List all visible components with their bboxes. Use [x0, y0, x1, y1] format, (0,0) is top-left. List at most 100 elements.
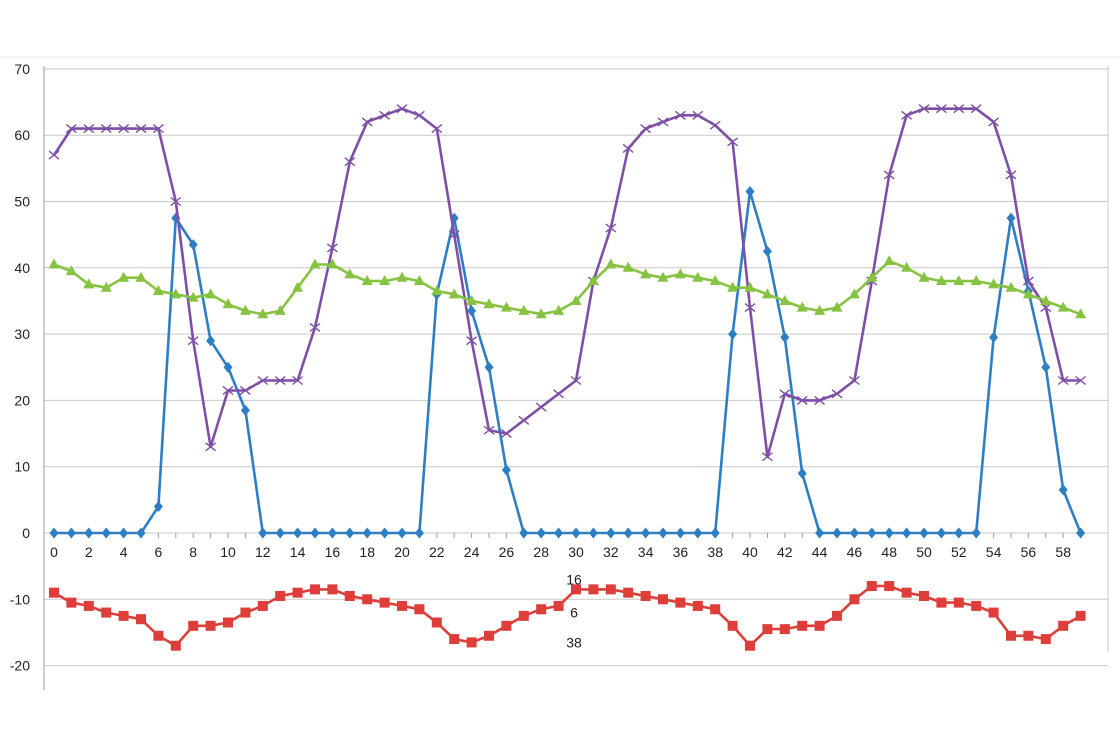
- series-3-point-37: [692, 600, 703, 611]
- series-2-point-14: [292, 281, 304, 292]
- series-0-point-34: [641, 527, 651, 539]
- series-3-point-2: [83, 600, 94, 611]
- series-1-point-58: [1057, 375, 1069, 386]
- x-tick-label-20: 40: [742, 544, 758, 560]
- x-tick-label-13: 26: [499, 544, 515, 560]
- series-2-point-46: [848, 288, 860, 299]
- series-2-point-36: [674, 268, 686, 279]
- series-3-point-33: [623, 587, 634, 598]
- series-3-point-44: [814, 620, 825, 631]
- series-3-point-39: [727, 620, 738, 631]
- series-0-point-38: [710, 527, 720, 539]
- y-tick-label-1: -10: [10, 591, 30, 607]
- series-0-point-43: [797, 467, 807, 479]
- series-3-point-41: [762, 624, 773, 635]
- x-tick-label-6: 12: [255, 544, 271, 560]
- series-0-point-50: [919, 527, 929, 539]
- series-2-point-40: [744, 281, 756, 292]
- series-3-point-11: [240, 607, 251, 618]
- series-3-point-35: [658, 594, 668, 605]
- series-1-point-37: [692, 110, 704, 120]
- series-1-point-20: [396, 104, 408, 114]
- series-3-point-19: [379, 597, 390, 608]
- y-tick-label-2: 0: [22, 525, 30, 541]
- x-tick-label-23: 46: [847, 544, 863, 560]
- series-2-point-42: [779, 294, 791, 305]
- series-1-point-21: [413, 110, 425, 120]
- x-tick-label-10: 20: [394, 544, 410, 560]
- series-1-point-38: [709, 120, 721, 130]
- series-2-point-50: [918, 271, 930, 282]
- series-3-point-36: [675, 597, 686, 608]
- series-1-point-39: [727, 137, 739, 147]
- x-tick-label-15: 30: [568, 544, 584, 560]
- series-3-point-58: [1058, 620, 1069, 631]
- series-3-point-50: [919, 590, 929, 601]
- series-1-point-2: [83, 124, 95, 134]
- series-3-point-21: [414, 604, 425, 615]
- series-3-point-26: [501, 620, 512, 631]
- series-3-point-29: [553, 600, 564, 611]
- series-3-point-14: [292, 587, 303, 598]
- series-2-point-57: [1040, 294, 1052, 305]
- series-2-point-54: [988, 278, 1000, 289]
- series-3-point-30: [571, 584, 581, 595]
- series-0-point-15: [310, 527, 320, 539]
- series-0-point-11: [240, 404, 250, 416]
- series-0-point-33: [623, 527, 633, 539]
- series-2-point-16: [326, 258, 338, 269]
- series-0-point-14: [293, 527, 303, 539]
- series-1-point-17: [344, 157, 356, 167]
- series-1-point-54: [988, 117, 1000, 127]
- series-3-point-0: [49, 587, 59, 598]
- series-1-point-52: [953, 104, 965, 114]
- series-2-point-51: [935, 275, 947, 286]
- series-1-point-59: [1075, 375, 1087, 386]
- series-1-point-36: [674, 110, 686, 120]
- series-0-point-35: [658, 527, 668, 539]
- series-2-point-39: [727, 281, 739, 292]
- series-0-point-19: [380, 527, 390, 539]
- x-tick-label-9: 18: [359, 544, 375, 560]
- series-2-point-34: [640, 268, 652, 279]
- series-3-point-45: [832, 610, 842, 621]
- y-tick-label-5: 30: [14, 326, 30, 342]
- y-tick-label-6: 40: [14, 260, 30, 276]
- series-2-point-38: [709, 275, 721, 286]
- series-2-point-30: [570, 294, 582, 305]
- x-tick-label-26: 52: [951, 544, 967, 560]
- series-0-point-4: [119, 527, 129, 539]
- series-1-point-46: [848, 375, 860, 386]
- series-1-line: [52, 107, 1081, 459]
- series-0-point-45: [832, 527, 842, 539]
- series-0-point-16: [327, 527, 337, 539]
- series-2-point-8: [187, 291, 199, 302]
- series-2-point-15: [309, 258, 321, 269]
- x-tick-label-7: 14: [290, 544, 306, 560]
- series-1-point-4: [118, 124, 130, 134]
- x-tick-label-5: 10: [220, 544, 236, 560]
- series-1-point-26: [500, 429, 512, 439]
- y-tick-label-8: 60: [14, 127, 30, 143]
- series-2-point-6: [152, 285, 164, 296]
- series-2-point-45: [831, 301, 843, 312]
- x-tick-label-14: 28: [533, 544, 549, 560]
- series-2-point-25: [483, 298, 495, 309]
- series-0-point-40: [745, 186, 755, 198]
- x-tick-label-2: 4: [120, 544, 128, 560]
- series-2-point-49: [901, 261, 913, 272]
- series-3-point-6: [153, 630, 164, 641]
- series-0-point-58: [1058, 484, 1068, 496]
- series-3-point-3: [101, 607, 112, 618]
- series-1-point-41: [761, 452, 773, 462]
- x-tick-label-18: 36: [673, 544, 689, 560]
- series-0-point-12: [258, 527, 268, 539]
- series-0-point-51: [936, 527, 946, 539]
- x-tick-label-11: 22: [429, 544, 445, 560]
- series-2-point-17: [344, 268, 356, 279]
- series-3-point-24: [466, 637, 477, 648]
- series-0-point-0: [49, 527, 59, 539]
- series-0-point-18: [362, 527, 372, 539]
- series-3-point-47: [866, 581, 877, 592]
- series-3-point-27: [518, 610, 529, 621]
